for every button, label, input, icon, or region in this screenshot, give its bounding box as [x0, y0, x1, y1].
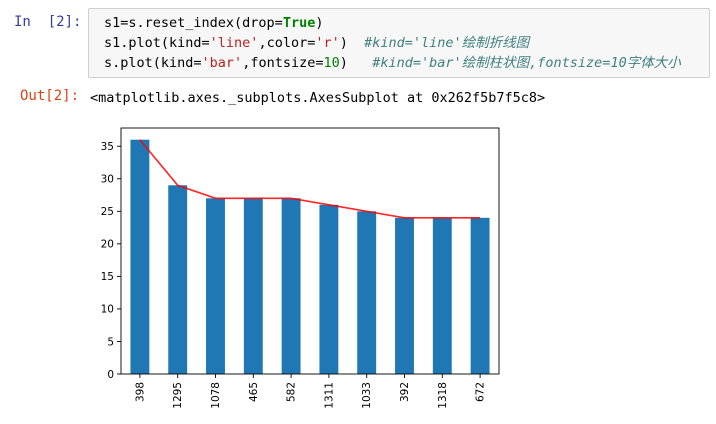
y-tick-label: 30 [101, 174, 114, 186]
bar [432, 217, 452, 374]
y-tick-label: 10 [101, 304, 114, 316]
x-tick-label: 1318 [437, 382, 449, 409]
bar [357, 211, 377, 374]
y-tick-label: 25 [101, 206, 114, 218]
input-prompt: In [2]: [14, 14, 82, 30]
bar [395, 217, 414, 374]
bar [319, 204, 339, 374]
x-tick-label: 1295 [172, 382, 184, 409]
y-tick-label: 15 [101, 271, 114, 283]
x-tick-label: 465 [248, 382, 260, 402]
code-line-2: s1.plot(kind='line',color='r') #kind='li… [104, 35, 530, 51]
y-tick-label: 35 [101, 141, 114, 153]
bar [206, 198, 225, 374]
x-tick-label: 392 [399, 382, 411, 402]
bar [281, 198, 301, 374]
code-cell[interactable]: s1=s.reset_index(drop=True) s1.plot(kind… [88, 8, 710, 78]
x-tick-label: 582 [286, 382, 298, 402]
x-tick-label: 1033 [361, 382, 373, 409]
y-tick-label: 5 [107, 336, 114, 348]
output-prompt: Out[2]: [20, 88, 80, 104]
plot-frame [120, 127, 500, 375]
line-series [139, 139, 481, 219]
code-comment: #kind='bar'绘制柱状图,fontsize=10字体大小 [347, 55, 681, 71]
x-tick-label: 1078 [210, 382, 222, 409]
y-tick-label: 20 [101, 239, 114, 251]
code-line-3: s.plot(kind='bar',fontsize=10) #kind='ba… [104, 55, 681, 71]
x-tick-label: 1311 [323, 382, 335, 409]
y-tick-label: 0 [107, 369, 114, 381]
bar [470, 217, 490, 374]
x-tick-label: 672 [475, 382, 487, 402]
bar [130, 139, 150, 374]
bar [168, 185, 188, 374]
code-comment: #kind='line'绘制折线图 [356, 35, 530, 51]
bar [243, 198, 263, 374]
x-tick-label: 398 [134, 382, 146, 402]
code-line-1: s1=s.reset_index(drop=True) [104, 15, 324, 31]
output-text: <matplotlib.axes._subplots.AxesSubplot a… [90, 90, 546, 106]
